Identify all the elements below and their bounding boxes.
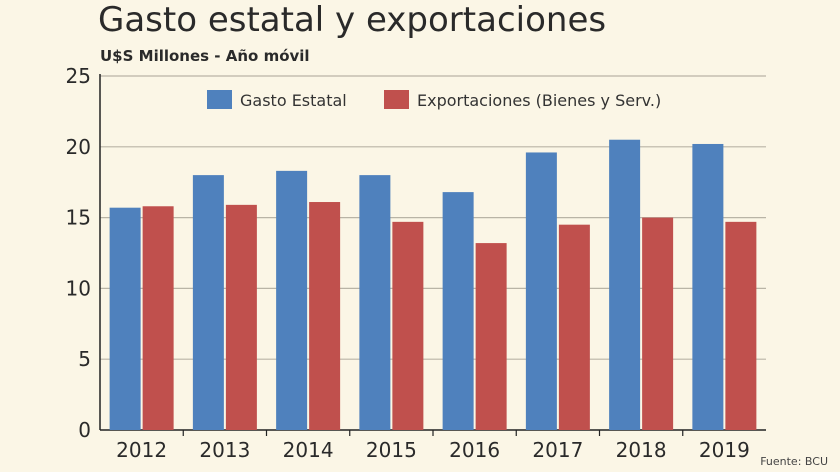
bar-gasto-estatal-2013: [192, 175, 224, 430]
y-tick-label: 0: [78, 418, 91, 442]
legend-label: Gasto Estatal: [240, 91, 347, 110]
bar-exportaciones-2012: [142, 206, 174, 430]
bar-exportaciones-2013: [225, 204, 257, 430]
x-tick-label: 2015: [366, 438, 417, 462]
y-tick-label: 5: [78, 347, 91, 371]
bar-exportaciones-2015: [392, 221, 424, 430]
bar-exportaciones-2019: [725, 221, 757, 430]
y-tick-label: 10: [66, 276, 91, 300]
bar-exportaciones-2014: [309, 202, 341, 430]
source-note: Fuente: BCU: [760, 455, 828, 468]
bar-exportaciones-2018: [642, 217, 674, 430]
bar-gasto-estatal-2012: [109, 207, 141, 430]
x-tick-label: 2016: [449, 438, 500, 462]
legend-swatch: [384, 90, 409, 109]
bar-gasto-estatal-2014: [276, 170, 308, 430]
x-tick-label: 2012: [116, 438, 167, 462]
x-tick-label: 2013: [199, 438, 250, 462]
y-tick-label: 25: [66, 64, 91, 88]
y-tick-label: 15: [66, 206, 91, 230]
y-tick-label: 20: [66, 135, 91, 159]
bar-gasto-estatal-2019: [692, 143, 724, 430]
bar-gasto-estatal-2015: [359, 175, 391, 430]
bar-exportaciones-2017: [558, 224, 590, 430]
x-tick-label: 2018: [616, 438, 667, 462]
bar-exportaciones-2016: [475, 243, 507, 430]
legend-swatch: [207, 90, 232, 109]
x-tick-label: 2019: [699, 438, 750, 462]
x-tick-label: 2014: [283, 438, 334, 462]
bar-gasto-estatal-2017: [525, 152, 557, 431]
chart-subtitle: U$S Millones - Año móvil: [100, 47, 310, 65]
bar-gasto-estatal-2016: [442, 192, 474, 430]
legend-label: Exportaciones (Bienes y Serv.): [417, 91, 661, 110]
chart-title: Gasto estatal y exportaciones: [98, 0, 607, 40]
bar-gasto-estatal-2018: [609, 139, 641, 430]
x-tick-label: 2017: [532, 438, 583, 462]
